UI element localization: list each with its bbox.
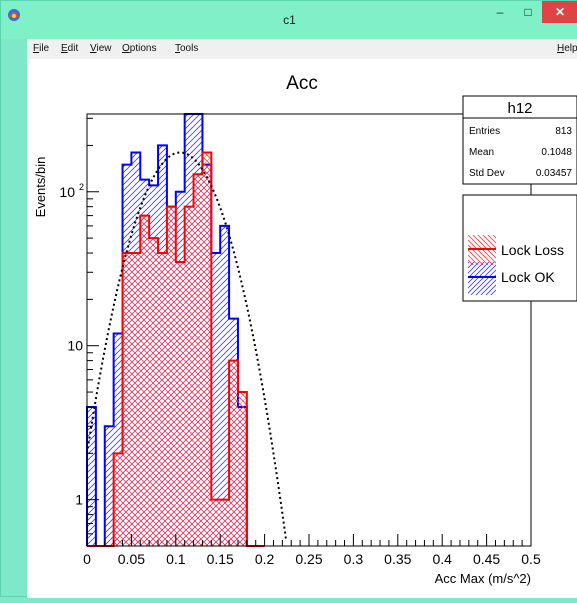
lock-loss-bar-6 bbox=[140, 215, 150, 547]
menu-options[interactable]: Options bbox=[122, 43, 157, 54]
x-tick-label: 0.2 bbox=[255, 551, 275, 567]
lock-loss-bar-8 bbox=[158, 253, 167, 546]
stats-entries-value: 813 bbox=[555, 126, 572, 137]
lock-loss-bar-5 bbox=[131, 253, 141, 546]
lock-loss-bar-13 bbox=[202, 152, 212, 546]
menu-tools[interactable]: Tools bbox=[175, 43, 199, 54]
lock-loss-bar-12 bbox=[193, 174, 203, 546]
y-tick-label-exponent: 2 bbox=[79, 182, 84, 192]
lock-ok-bar-2 bbox=[104, 426, 114, 546]
stats-mean-value: 0.1048 bbox=[541, 147, 572, 158]
maximize-button[interactable]: □ bbox=[524, 5, 532, 19]
x-tick-label: 0.5 bbox=[521, 551, 541, 567]
x-tick-label: 0.3 bbox=[344, 551, 364, 567]
lock-loss-outline bbox=[87, 151, 265, 547]
lock-ok-bar-15 bbox=[220, 225, 230, 546]
close-button[interactable]: ✕ bbox=[542, 1, 577, 23]
gaussian-fit-curve bbox=[86, 151, 287, 540]
lock-loss-bar-15 bbox=[220, 499, 230, 546]
lock-ok-bar-14 bbox=[211, 253, 221, 546]
y-tick-label: 1 bbox=[75, 492, 83, 508]
legend-lock-ok-swatch bbox=[468, 262, 496, 295]
x-tick-label: 0.15 bbox=[207, 551, 234, 567]
lock-loss-bar-16 bbox=[229, 360, 238, 546]
lock-ok-bar-0 bbox=[87, 406, 96, 546]
menu-view[interactable]: View bbox=[90, 43, 112, 54]
y-tick-label: 10 bbox=[67, 338, 83, 354]
y-tick-label: 10 bbox=[59, 184, 75, 200]
x-tick-label: 0.45 bbox=[473, 551, 500, 567]
histogram-plot: Acc 0 0.05 0.1 0.15 0.2 0.25 0.3 0.35 0.4 0.45 0.5… bbox=[33, 73, 577, 586]
legend-lock-ok-label: Lock OK bbox=[501, 269, 555, 285]
root-app-icon bbox=[8, 9, 20, 21]
x-tick-label: 0.1 bbox=[166, 551, 186, 567]
x-tick-label: 0.05 bbox=[118, 551, 145, 567]
lock-loss-bar-7 bbox=[149, 238, 159, 546]
title-bar[interactable]: c1 – □ ✕ bbox=[1, 1, 577, 39]
series-lock-loss bbox=[87, 151, 265, 547]
x-axis-label: Acc Max (m/s^2) bbox=[435, 571, 531, 586]
lock-loss-bar-14 bbox=[211, 499, 221, 546]
plot-canvas[interactable]: Acc 0 0.05 0.1 0.15 0.2 0.25 0.3 0.35 0.4 0.45 0.5… bbox=[27, 59, 577, 598]
x-tick-label: 0 bbox=[83, 551, 91, 567]
menu-bar: File Edit View Options Tools Help bbox=[27, 39, 577, 59]
x-tick-label: 0.4 bbox=[432, 551, 452, 567]
menu-help[interactable]: Help bbox=[557, 43, 577, 54]
stats-mean-label: Mean bbox=[469, 147, 494, 158]
lock-loss-bar-3 bbox=[113, 453, 123, 546]
menu-file[interactable]: File bbox=[33, 43, 50, 54]
lock-loss-bar-10 bbox=[175, 261, 185, 546]
minimize-button[interactable]: – bbox=[496, 5, 504, 19]
y-axis: 1 10 10 2 bbox=[59, 117, 99, 547]
lock-loss-bar-9 bbox=[166, 206, 176, 546]
x-tick-label: 0.25 bbox=[295, 551, 322, 567]
chart-title: Acc bbox=[286, 73, 318, 94]
lock-loss-bar-17 bbox=[237, 392, 247, 546]
x-axis: 0 0.05 0.1 0.15 0.2 0.25 0.3 0.35 0.4 0.45 0.5 bbox=[83, 534, 541, 567]
stats-stddev-value: 0.03457 bbox=[536, 168, 573, 179]
y-axis-label: Events/bin bbox=[33, 157, 48, 218]
stats-stddev-label: Std Dev bbox=[469, 168, 505, 179]
legend-box[interactable]: Lock Loss Lock OK bbox=[462, 194, 577, 302]
stats-entries-label: Entries bbox=[469, 126, 500, 137]
x-tick-label: 0.35 bbox=[384, 551, 411, 567]
stats-name: h12 bbox=[507, 100, 532, 117]
lock-ok-bar-3 bbox=[113, 333, 123, 546]
lock-loss-bar-11 bbox=[184, 206, 194, 546]
window-title: c1 bbox=[283, 13, 296, 27]
menu-edit[interactable]: Edit bbox=[61, 43, 79, 54]
lock-loss-bar-4 bbox=[122, 253, 132, 546]
legend-lock-loss-label: Lock Loss bbox=[501, 242, 564, 258]
stats-box[interactable]: h12 Entries 813 Mean 0.1048 Std Dev 0.03… bbox=[462, 95, 577, 185]
